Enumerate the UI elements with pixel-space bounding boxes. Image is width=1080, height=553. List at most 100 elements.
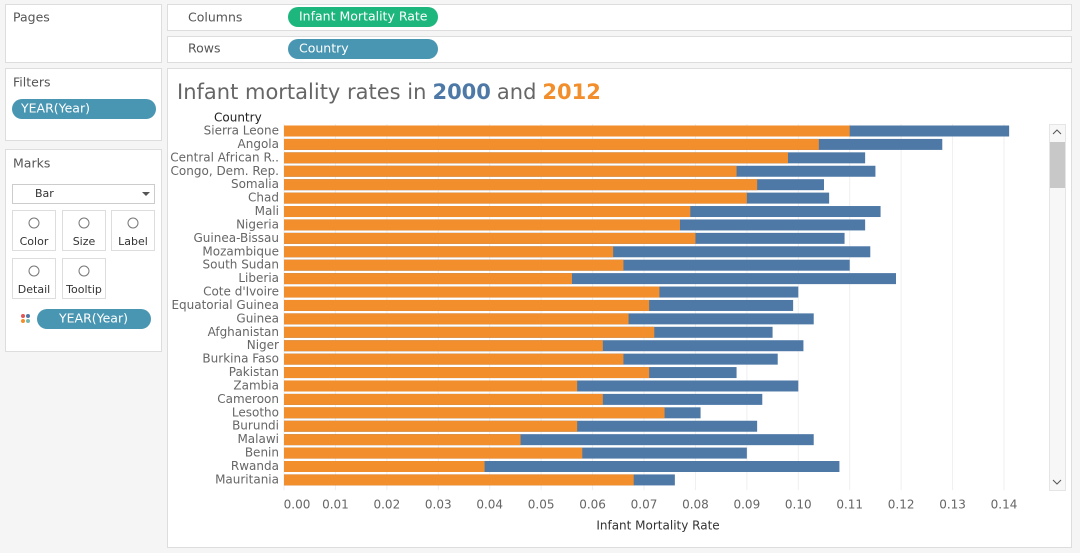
category-label: Equatorial Guinea	[171, 298, 279, 312]
x-tick-label: 0.05	[528, 498, 555, 512]
category-label: Cote d'Ivoire	[203, 285, 279, 299]
marks-pill-text: YEAR(Year)	[58, 311, 128, 326]
category-label: Guinea	[236, 311, 279, 325]
bar	[284, 420, 578, 432]
bar	[284, 206, 691, 218]
pages-panel	[5, 4, 162, 63]
color-icon	[21, 314, 25, 318]
x-tick-label: 0.08	[682, 498, 709, 512]
category-label: Central African R..	[170, 150, 279, 164]
button-icon	[28, 217, 40, 229]
category-label: Chad	[248, 191, 279, 205]
bar	[284, 246, 614, 258]
category-label: South Sudan	[203, 258, 280, 272]
button-icon	[127, 217, 139, 229]
bar	[284, 165, 737, 177]
mark-button-label: Detail	[18, 283, 50, 296]
color-icon	[26, 314, 30, 318]
marks-pill[interactable]	[37, 309, 151, 329]
marks-label: Marks	[13, 156, 50, 171]
color-icon	[21, 319, 25, 323]
category-label: Lesotho	[232, 405, 279, 419]
category-label: Afghanistan	[208, 325, 279, 339]
filter-pill[interactable]	[12, 99, 156, 119]
bar	[284, 259, 624, 271]
category-label: Mozambique	[202, 244, 279, 258]
bar	[284, 179, 758, 191]
columns-pill-text: Infant Mortality Rate	[299, 9, 428, 24]
x-tick-label: 0.07	[631, 498, 658, 512]
category-label: Pakistan	[229, 365, 279, 379]
scrollbar[interactable]	[1049, 124, 1066, 491]
button-icon	[78, 217, 90, 229]
color-icon	[26, 319, 30, 323]
bar	[284, 434, 521, 446]
x-tick-label: 0.01	[322, 498, 349, 512]
bar	[284, 380, 578, 392]
mark-button[interactable]	[111, 210, 155, 251]
mark-type-dropdown[interactable]	[12, 184, 155, 204]
mark-button[interactable]	[62, 258, 106, 299]
x-tick-label: 0.10	[785, 498, 812, 512]
bar	[284, 393, 603, 405]
x-tick-label: 0.06	[579, 498, 606, 512]
bar	[284, 326, 655, 338]
filters-label: Filters	[13, 75, 50, 90]
category-label: Niger	[247, 338, 279, 352]
category-label: Malawi	[237, 432, 279, 446]
category-label: Liberia	[238, 271, 279, 285]
bar	[284, 152, 788, 164]
button-icon	[28, 265, 40, 277]
bar	[284, 407, 665, 419]
mark-button[interactable]	[12, 210, 56, 251]
bar	[284, 313, 629, 325]
category-label: Rwanda	[231, 459, 279, 473]
columns-label: Columns	[188, 10, 242, 25]
bar	[284, 461, 485, 472]
category-label: Mali	[255, 204, 279, 218]
category-label: Nigeria	[236, 217, 279, 231]
mark-button[interactable]	[62, 210, 106, 251]
bar	[284, 447, 583, 459]
category-label: Benin	[245, 446, 279, 460]
mark-button-label: Color	[20, 235, 49, 248]
category-label: Cameroon	[217, 392, 279, 406]
category-label: Congo, Dem. Rep.	[171, 164, 279, 178]
mark-button-label: Size	[73, 235, 96, 248]
bar	[284, 192, 747, 204]
bar	[284, 232, 696, 244]
bar	[284, 353, 624, 365]
title-joiner: and	[497, 80, 537, 104]
filter-pill-text: YEAR(Year)	[20, 101, 90, 116]
category-label: Burkina Faso	[202, 352, 279, 366]
rows-pill[interactable]	[288, 39, 438, 59]
bar	[284, 367, 650, 379]
x-tick-label: 0.12	[888, 498, 915, 512]
bar	[284, 273, 896, 285]
x-tick-label: 0.02	[373, 498, 400, 512]
bar	[284, 299, 650, 311]
bar	[284, 138, 819, 150]
scroll-down[interactable]	[1052, 479, 1062, 485]
title-prefix: Infant mortality rates in	[177, 80, 426, 104]
row-header: Country	[214, 111, 262, 125]
bar	[284, 219, 680, 231]
x-tick-label: 0.04	[476, 498, 503, 512]
x-axis-label: Infant Mortality Rate	[596, 519, 719, 533]
bar	[284, 286, 660, 298]
pages-label: Pages	[13, 10, 50, 25]
scroll-up[interactable]	[1052, 129, 1062, 135]
mark-button[interactable]	[12, 258, 56, 299]
category-label: Burundi	[232, 419, 279, 433]
x-tick-label: 0.13	[939, 498, 966, 512]
category-label: Somalia	[231, 177, 279, 191]
bar	[284, 340, 603, 352]
bar	[284, 434, 814, 446]
title-series-2000: 2000	[432, 80, 490, 104]
x-tick-label: 0.00	[284, 498, 311, 512]
scrollbar-thumb[interactable]	[1050, 142, 1065, 188]
columns-pill[interactable]	[288, 7, 438, 27]
button-icon	[78, 265, 90, 277]
category-label: Mauritania	[215, 472, 279, 486]
